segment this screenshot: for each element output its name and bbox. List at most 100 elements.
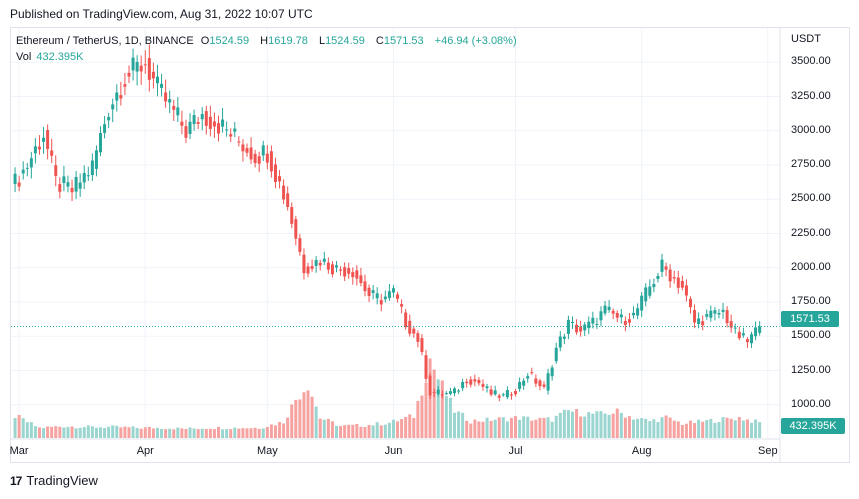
candle-body — [448, 391, 452, 394]
candle-body — [595, 324, 599, 326]
volume-bar — [58, 426, 62, 438]
volume-bar — [619, 412, 623, 438]
candle-body — [526, 376, 530, 379]
low-label: L — [318, 35, 326, 47]
price-tick-label: 2250.00 — [791, 226, 831, 239]
volume-bar — [42, 428, 46, 438]
candle-body — [225, 129, 229, 131]
volume-bar — [741, 420, 745, 438]
volume-bar — [595, 411, 599, 438]
grid-lines — [11, 28, 780, 440]
volume-bar — [233, 427, 237, 438]
volume-bar — [164, 429, 168, 438]
candle-body — [501, 394, 505, 396]
candle-body — [82, 173, 86, 183]
candle-body — [168, 99, 172, 103]
volume-bar — [343, 425, 347, 438]
candle-body — [444, 393, 448, 395]
close-value: 1571.53 — [383, 35, 424, 47]
volume-bar — [705, 420, 709, 438]
volume-bar — [310, 396, 314, 438]
candle-body — [725, 310, 729, 324]
volume-bar — [13, 418, 17, 438]
volume-bar — [534, 419, 538, 438]
candle-body — [127, 72, 131, 77]
volume-bar — [335, 425, 339, 438]
volume-bar — [172, 429, 176, 438]
symbol-label: Ethereum / TetherUS, 1D, BINANCE — [16, 35, 194, 47]
candle-body — [664, 266, 668, 270]
candle-body — [672, 277, 676, 279]
candle-body — [477, 379, 481, 384]
time-tick-label: Mar — [9, 445, 29, 457]
volume-bar — [461, 412, 465, 438]
volume-bar — [444, 396, 448, 438]
volume-bar — [375, 422, 379, 438]
candle-body — [489, 389, 493, 395]
volume-bar — [62, 427, 66, 438]
candle-body — [509, 394, 513, 396]
volume-bar — [200, 428, 204, 438]
volume-value: 432.395K — [36, 51, 84, 63]
price-tick-label: 2000.00 — [791, 260, 831, 273]
candle-body — [457, 390, 461, 392]
candle-body — [200, 113, 204, 120]
candle-body — [420, 338, 424, 352]
volume-bar — [127, 427, 131, 438]
tradingview-brand[interactable]: 17 TradingView — [10, 473, 98, 488]
candle-body — [379, 300, 383, 305]
candle-body — [351, 272, 355, 278]
candle-body — [465, 381, 469, 384]
volume-bar — [396, 421, 400, 438]
candle-body — [737, 331, 741, 339]
volume-bar — [680, 424, 684, 438]
volume-bar — [78, 427, 82, 438]
candle-body — [554, 347, 558, 362]
candle-body — [493, 390, 497, 395]
candle-body — [668, 269, 672, 282]
volume-bar — [111, 425, 115, 438]
volume-bar — [627, 416, 631, 438]
volume-bar — [103, 427, 107, 438]
candle-body — [204, 111, 208, 126]
volume-bar — [160, 428, 164, 438]
candle-body — [343, 267, 347, 277]
volume-bar — [180, 428, 184, 438]
volume-bar — [139, 428, 143, 438]
candle-body — [17, 182, 21, 187]
volume-tag: 432.395K — [781, 418, 845, 434]
price-tick-label: 1500.00 — [791, 329, 831, 342]
volume-bar — [432, 369, 436, 438]
candle-body — [754, 327, 758, 337]
volume-bar — [355, 423, 359, 438]
candle-body — [237, 141, 241, 143]
candle-body — [693, 310, 697, 323]
volume-bar — [359, 426, 363, 438]
candle-body — [408, 320, 412, 334]
candle-body — [660, 259, 664, 272]
change-value: +46.94 (+3.08%) — [434, 35, 517, 47]
volume-bar — [554, 415, 558, 438]
volume-bar — [603, 413, 607, 438]
candle-body — [396, 294, 400, 299]
candle-body — [103, 124, 107, 133]
volume-bar — [623, 417, 627, 438]
volume-bar — [684, 423, 688, 438]
candle-body — [335, 265, 339, 268]
volume-bar — [709, 418, 713, 438]
candle-body — [99, 133, 103, 153]
volume-bar — [330, 421, 334, 438]
candle-body — [249, 147, 253, 160]
close-label: C — [375, 35, 384, 47]
ohlc-legend: Ethereum / TetherUS, 1D, BINANCE O1524.5… — [16, 35, 521, 47]
volume-bar — [672, 420, 676, 438]
volume-bar — [37, 427, 41, 438]
volume-bar — [17, 414, 21, 438]
candle-body — [70, 187, 74, 193]
volume-bar — [485, 417, 489, 438]
volume-bar — [750, 422, 754, 438]
candle-body — [115, 92, 119, 101]
volume-bar — [745, 419, 749, 438]
candle-body — [367, 287, 371, 296]
